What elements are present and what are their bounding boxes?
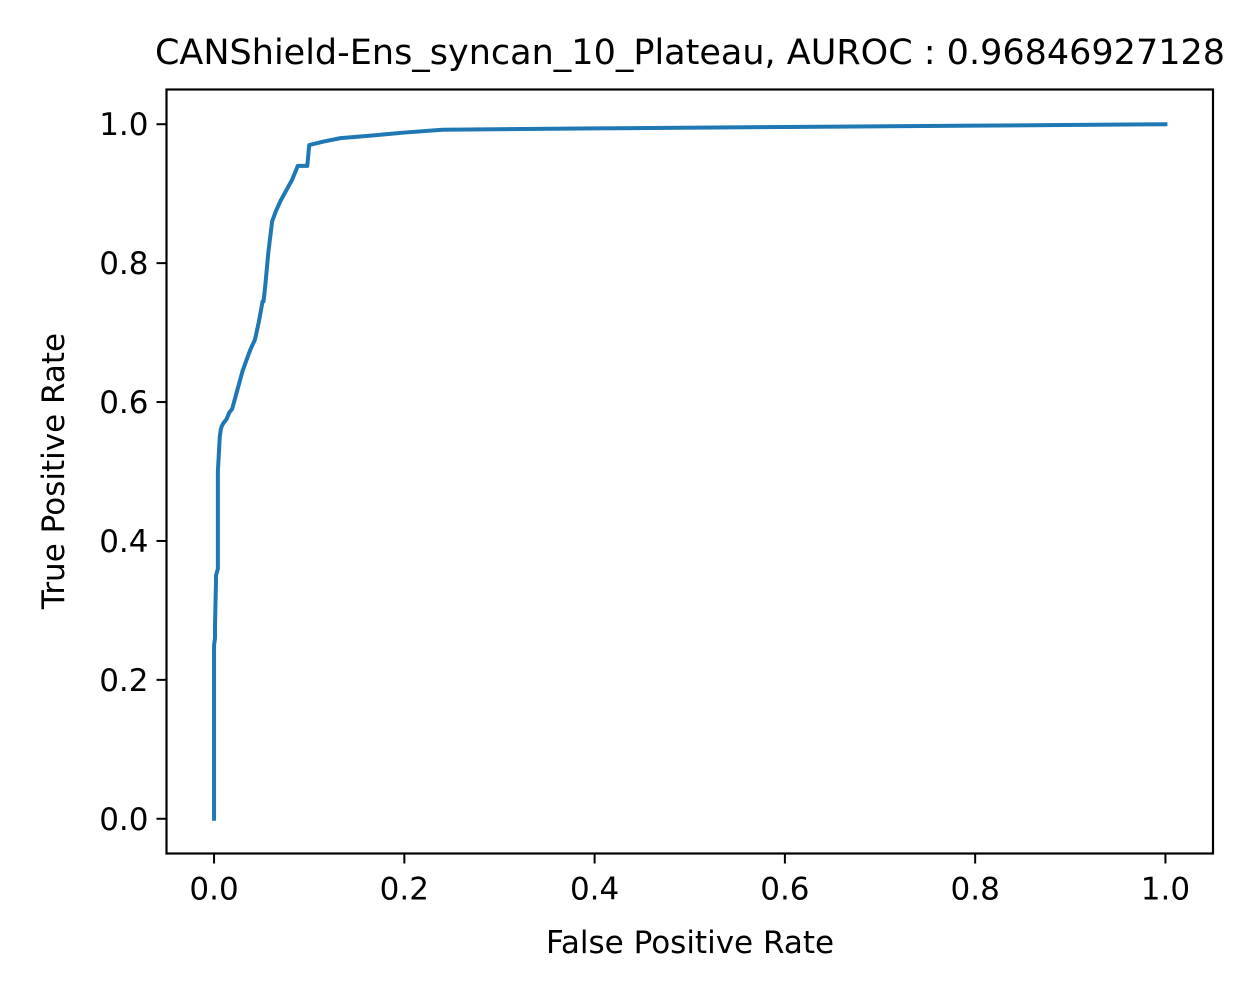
- x-tick-label: 0.2: [380, 872, 429, 908]
- roc-curve-line: [212, 122, 1168, 821]
- x-tick-label: 0.4: [570, 872, 619, 908]
- y-tick-label: 0.8: [99, 246, 148, 282]
- x-axis: 0.0 0.2 0.4 0.6 0.8 1.0: [189, 853, 1190, 908]
- plot-series: [212, 122, 1168, 821]
- x-tick-label: 0.8: [951, 872, 1000, 908]
- x-tick-label: 0.6: [760, 872, 809, 908]
- y-tick-label: 0.0: [99, 802, 148, 838]
- x-tick-label: 0.0: [189, 872, 238, 908]
- x-axis-label: False Positive Rate: [546, 925, 834, 961]
- y-tick-label: 0.2: [99, 663, 148, 699]
- y-axis: 0.0 0.2 0.4 0.6 0.8 1.0: [99, 107, 167, 838]
- plot-frame: [165, 88, 1215, 855]
- y-tick-label: 0.4: [99, 524, 148, 560]
- chart-title: CANShield-Ens_syncan_10_Plateau, AUROC :…: [155, 33, 1225, 73]
- y-tick-label: 1.0: [99, 107, 148, 143]
- y-axis-label: True Positive Rate: [36, 333, 72, 610]
- y-tick-label: 0.6: [99, 385, 148, 421]
- x-tick-label: 1.0: [1141, 872, 1190, 908]
